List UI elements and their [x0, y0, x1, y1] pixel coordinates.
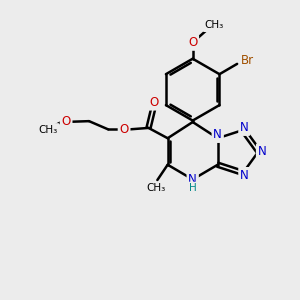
Text: N: N: [240, 121, 249, 134]
Text: O: O: [61, 115, 71, 128]
Text: N: N: [188, 173, 197, 186]
Text: O: O: [188, 36, 197, 49]
Text: N: N: [258, 145, 266, 158]
Text: Br: Br: [241, 53, 254, 67]
Text: O: O: [119, 123, 129, 136]
Text: N: N: [213, 128, 222, 141]
Text: H: H: [189, 183, 196, 193]
Text: CH₃: CH₃: [146, 183, 166, 193]
Text: N: N: [240, 169, 249, 182]
Text: CH₃: CH₃: [39, 125, 58, 135]
Text: O: O: [150, 96, 159, 109]
Text: CH₃: CH₃: [204, 20, 224, 30]
